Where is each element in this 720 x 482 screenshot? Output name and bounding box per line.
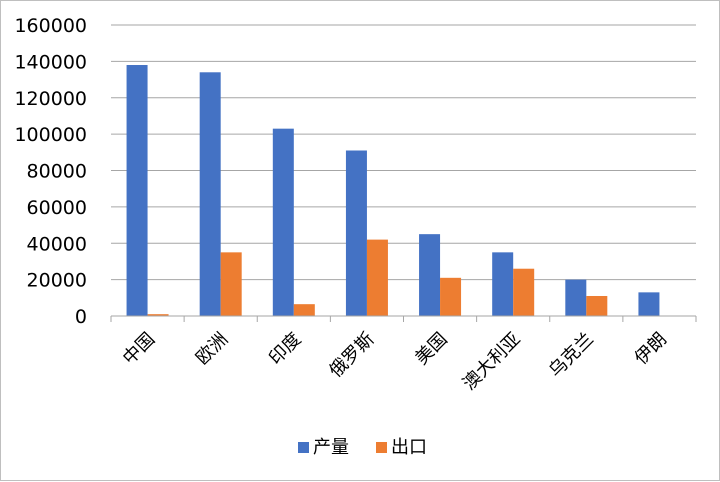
legend-label: 出口 (391, 437, 427, 458)
x-tick-label: 印度 (265, 329, 305, 369)
y-tick-label: 140000 (14, 51, 87, 73)
bar-production (199, 72, 221, 316)
bar-export (440, 277, 462, 316)
y-tick-label: 60000 (27, 197, 87, 219)
x-tick-labels: 中国 欧洲 印度 俄罗斯 美国 澳大利亚 乌克兰 伊朗 (119, 329, 671, 395)
legend: 产量 出口 (298, 437, 427, 458)
bar-production (638, 292, 660, 316)
bar-export (366, 239, 388, 316)
y-tick-label: 120000 (14, 88, 87, 110)
bars (126, 65, 660, 316)
x-tick-label: 中国 (119, 329, 159, 369)
bar-export (513, 268, 535, 316)
x-tick-label: 美国 (411, 329, 451, 369)
y-tick-labels: 0 20000 40000 60000 80000 100000 120000 140000 1… (14, 15, 87, 328)
y-tick-label: 40000 (27, 233, 87, 255)
x-tick-label: 俄罗斯 (325, 329, 378, 382)
axes (110, 315, 697, 322)
bar-production (345, 150, 367, 316)
bar-production (419, 234, 441, 316)
legend-swatch (298, 442, 309, 453)
x-tick-label: 欧洲 (192, 329, 232, 369)
bar-production (492, 252, 514, 316)
y-tick-label: 20000 (27, 270, 87, 292)
bar-production (126, 65, 148, 316)
legend-label: 产量 (313, 437, 349, 458)
x-tick-label: 伊朗 (631, 329, 671, 369)
bar-export (147, 314, 169, 316)
y-tick-label: 100000 (14, 124, 87, 146)
bar-export (220, 252, 242, 316)
legend-item: 出口 (376, 437, 427, 458)
gridlines (111, 24, 696, 281)
bar-production (565, 279, 587, 316)
legend-swatch (376, 442, 387, 453)
legend-item: 产量 (298, 437, 349, 458)
x-tick-label: 澳大利亚 (459, 329, 525, 395)
y-tick-label: 80000 (27, 161, 87, 183)
y-tick-label: 160000 (14, 15, 87, 37)
bar-export (293, 304, 315, 316)
x-tick-label: 乌克兰 (545, 329, 598, 382)
bar-production (272, 128, 294, 316)
bar-export (586, 295, 608, 316)
y-tick-label: 0 (75, 306, 87, 328)
